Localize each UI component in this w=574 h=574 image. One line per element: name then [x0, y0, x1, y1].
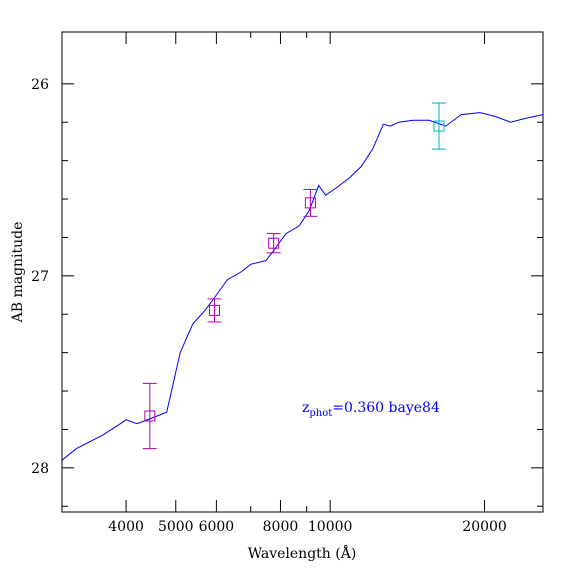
x-tick-label: 6000	[199, 519, 235, 535]
y-tick-labels: 26 27 28	[31, 77, 49, 477]
annotation-main: z	[302, 400, 309, 416]
y-tick-label: 26	[31, 77, 49, 93]
series-layer	[62, 102, 543, 461]
axis-ticks	[61, 32, 543, 512]
y-axis-label: AB magnitude	[10, 222, 26, 324]
photometry-point	[266, 233, 281, 254]
data-marker	[209, 304, 221, 316]
plot-frame	[61, 31, 544, 513]
photometry-point	[303, 188, 318, 217]
x-tick-label: 10000	[308, 519, 353, 535]
photometry-point	[431, 102, 446, 150]
y-tick-label: 27	[31, 269, 49, 285]
data-marker	[304, 197, 316, 209]
photometry-point	[142, 382, 157, 450]
x-tick-label: 5000	[158, 519, 194, 535]
redshift-annotation: zphot=0.360 baye84	[302, 400, 440, 419]
data-marker	[144, 410, 156, 422]
x-tick-labels: 4000 5000 6000 8000 10000 20000	[108, 519, 507, 535]
x-tick-label: 20000	[462, 519, 507, 535]
x-tick-label: 4000	[108, 519, 144, 535]
photometry-point	[207, 298, 222, 323]
data-marker	[433, 120, 445, 132]
y-tick-label: 28	[31, 461, 49, 477]
plot-area	[62, 102, 543, 461]
x-axis-label: Wavelength (Å)	[248, 544, 357, 562]
x-tick-label: 8000	[263, 519, 299, 535]
data-marker	[268, 237, 280, 249]
annotation-rest: =0.360 baye84	[332, 400, 440, 416]
annotation-subscript: phot	[309, 408, 332, 419]
